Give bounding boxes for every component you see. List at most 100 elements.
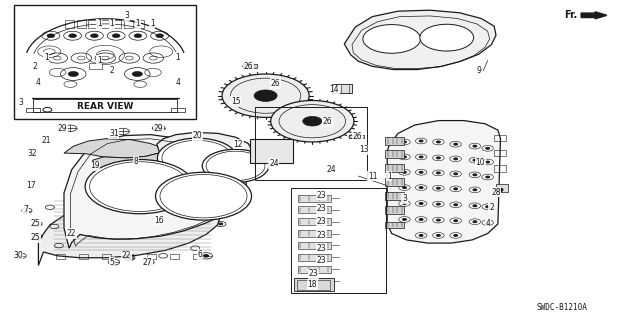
Text: 1: 1 [150,19,155,28]
Text: 18: 18 [308,280,317,289]
Text: 32: 32 [27,149,37,158]
Text: 5: 5 [109,258,115,267]
Circle shape [403,156,406,158]
Circle shape [419,234,423,236]
Polygon shape [64,139,163,158]
Circle shape [303,116,322,126]
Circle shape [132,71,142,77]
Text: 23: 23 [316,204,326,213]
Text: 3: 3 [402,194,407,203]
Bar [298,218,331,225]
Bar [402,20,418,29]
Bar [112,20,121,28]
Circle shape [419,140,423,142]
Text: 16: 16 [154,216,164,225]
Circle shape [161,236,165,238]
Bar [89,63,102,69]
Polygon shape [64,135,246,248]
Circle shape [486,176,490,178]
Text: 1: 1 [135,19,140,28]
Bar [298,242,331,249]
Text: 31: 31 [109,129,119,138]
Polygon shape [93,152,182,173]
Text: 23: 23 [316,231,326,240]
Bar [298,278,331,285]
Bar [65,20,74,28]
Bar [243,64,257,68]
Circle shape [134,34,142,38]
Bar [88,20,97,28]
Text: 29: 29 [154,124,164,133]
Text: 1: 1 [175,53,180,62]
Bar [193,254,202,259]
Circle shape [271,100,354,142]
Circle shape [403,141,406,143]
Text: Fr.: Fr. [564,10,577,20]
Circle shape [419,203,423,204]
Circle shape [222,74,309,117]
Bar [385,222,404,228]
Text: 1: 1 [387,172,392,181]
Circle shape [403,187,406,189]
Circle shape [219,223,223,225]
Text: 2: 2 [33,63,38,71]
Bar [102,254,111,259]
Text: 13: 13 [358,145,369,154]
Bar [332,84,352,93]
Bar [124,20,132,28]
Text: 23: 23 [316,256,326,265]
Circle shape [454,173,458,175]
Circle shape [68,71,78,77]
Text: 1: 1 [44,53,49,62]
Text: 8: 8 [133,157,138,166]
Text: 26: 26 [243,62,253,71]
Bar [56,254,65,259]
Bar [171,108,185,112]
Bar [496,184,508,192]
Text: 23: 23 [316,244,326,253]
Circle shape [80,219,84,221]
Circle shape [156,34,164,38]
Circle shape [454,188,458,190]
Text: 22: 22 [67,229,76,238]
Bar [298,230,331,237]
Circle shape [473,145,477,147]
Text: 14: 14 [329,85,339,94]
Text: 15: 15 [230,97,241,106]
Text: 1: 1 [97,19,102,28]
Bar [494,135,506,141]
Bar [494,165,506,172]
Circle shape [91,34,99,38]
Text: 4: 4 [36,78,41,87]
Text: 1: 1 [97,56,102,65]
Text: 26: 26 [270,79,280,88]
Circle shape [486,222,490,224]
Bar [170,254,179,259]
Circle shape [85,160,194,214]
Text: 3: 3 [124,11,129,20]
Bar [100,20,109,28]
Text: 25: 25 [30,233,40,242]
Circle shape [419,156,423,158]
Bar [26,108,40,112]
Circle shape [403,203,406,204]
Text: 2: 2 [109,66,115,75]
Circle shape [202,149,269,182]
Circle shape [454,234,458,236]
Bar [274,80,288,84]
Bar [349,135,364,138]
Bar [385,164,404,172]
Bar [255,107,367,180]
Text: 4: 4 [485,219,490,228]
Text: 29: 29 [58,124,68,133]
Bar [320,121,334,125]
Bar [385,178,404,186]
Circle shape [486,147,490,149]
Circle shape [157,138,237,178]
Circle shape [113,34,120,38]
Text: 4: 4 [175,78,180,87]
Circle shape [454,143,458,145]
Bar [385,192,404,200]
Bar [147,254,156,259]
Text: 24: 24 [326,165,337,174]
